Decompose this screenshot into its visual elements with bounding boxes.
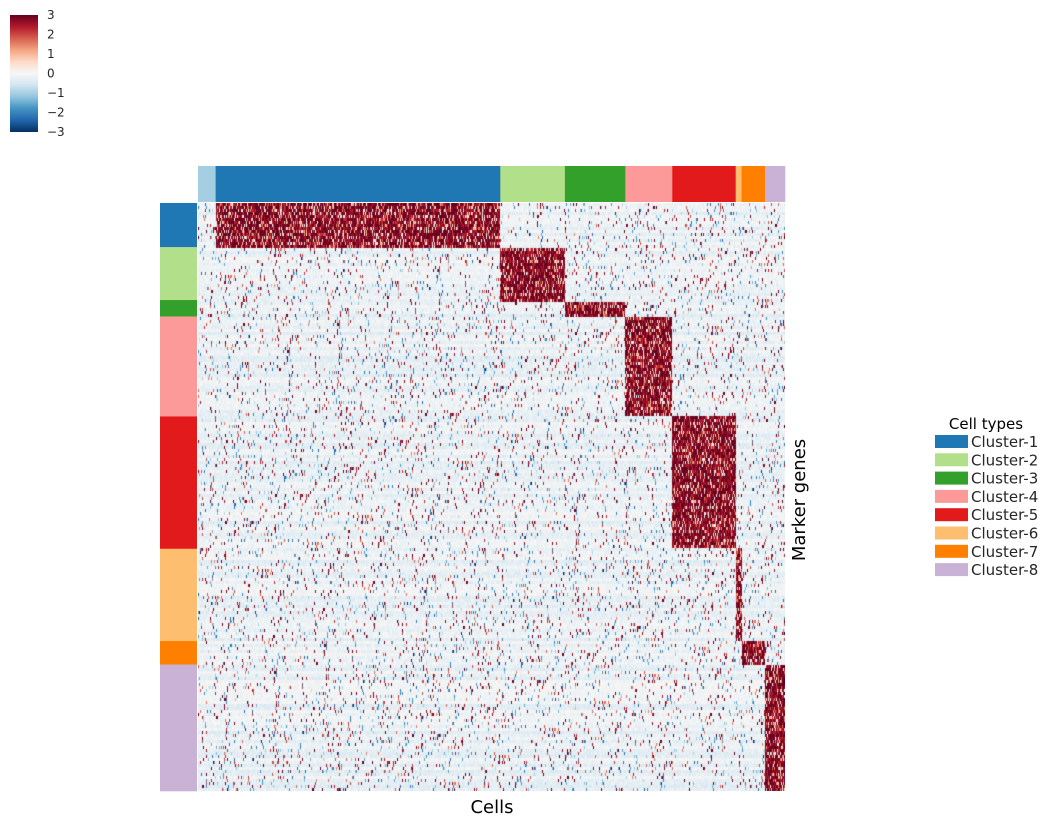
gene-cluster-color-bar	[160, 203, 197, 792]
gene-cluster-segment	[160, 247, 197, 301]
legend-swatch	[935, 453, 968, 467]
legend-label: Cluster-2	[971, 451, 1038, 469]
cell-type-segment	[672, 166, 736, 202]
colorbar: 3 2 1 0 −1 −2 −3	[10, 8, 65, 139]
legend-label: Cluster-3	[971, 470, 1038, 488]
cell-type-segment	[625, 166, 673, 202]
gene-cluster-segment	[160, 316, 197, 417]
cell-type-segment	[735, 166, 742, 202]
heatmap-matrix	[198, 203, 785, 791]
legend: Cell types Cluster-1Cluster-2Cluster-3Cl…	[935, 415, 1038, 579]
legend-label: Cluster-8	[971, 561, 1038, 579]
cell-type-segment	[741, 166, 766, 202]
y-axis-label: Marker genes	[789, 439, 810, 561]
legend-label: Cluster-7	[971, 543, 1038, 561]
legend-title: Cell types	[949, 415, 1023, 433]
colorbar-tick-label: 1	[47, 47, 55, 61]
colorbar-tick-label: 3	[47, 8, 55, 22]
colorbar-tick-label: 2	[47, 28, 55, 42]
cell-type-segment	[215, 166, 501, 202]
gene-cluster-segment	[160, 664, 197, 792]
colorbar-tick-label: −1	[47, 86, 65, 100]
gene-cluster-segment	[160, 641, 197, 665]
gene-cluster-segment	[160, 203, 197, 248]
cell-type-segment	[198, 166, 216, 202]
cell-type-segment	[765, 166, 786, 202]
legend-swatch	[935, 435, 968, 448]
colorbar-gradient	[10, 15, 38, 132]
legend-swatch	[935, 489, 968, 503]
colorbar-tick-label: −2	[47, 106, 65, 120]
legend-label: Cluster-5	[971, 506, 1038, 524]
legend-swatch	[935, 471, 968, 485]
cell-type-color-bar	[198, 166, 786, 202]
legend-swatch	[935, 563, 968, 577]
cell-type-segment	[564, 166, 626, 202]
legend-label: Cluster-1	[971, 433, 1038, 451]
heatmap-cells	[198, 203, 785, 791]
legend-label: Cluster-6	[971, 525, 1038, 543]
cell-type-segment	[500, 166, 566, 202]
x-axis-label: Cells	[470, 797, 513, 818]
gene-cluster-segment	[160, 416, 197, 550]
colorbar-tick-label: −3	[47, 125, 65, 139]
legend-swatch	[935, 508, 968, 522]
legend-swatch	[935, 544, 968, 558]
gene-cluster-segment	[160, 548, 197, 642]
gene-cluster-segment	[160, 300, 197, 317]
legend-swatch	[935, 526, 968, 540]
legend-label: Cluster-4	[971, 488, 1038, 506]
colorbar-tick-label: 0	[47, 67, 55, 81]
